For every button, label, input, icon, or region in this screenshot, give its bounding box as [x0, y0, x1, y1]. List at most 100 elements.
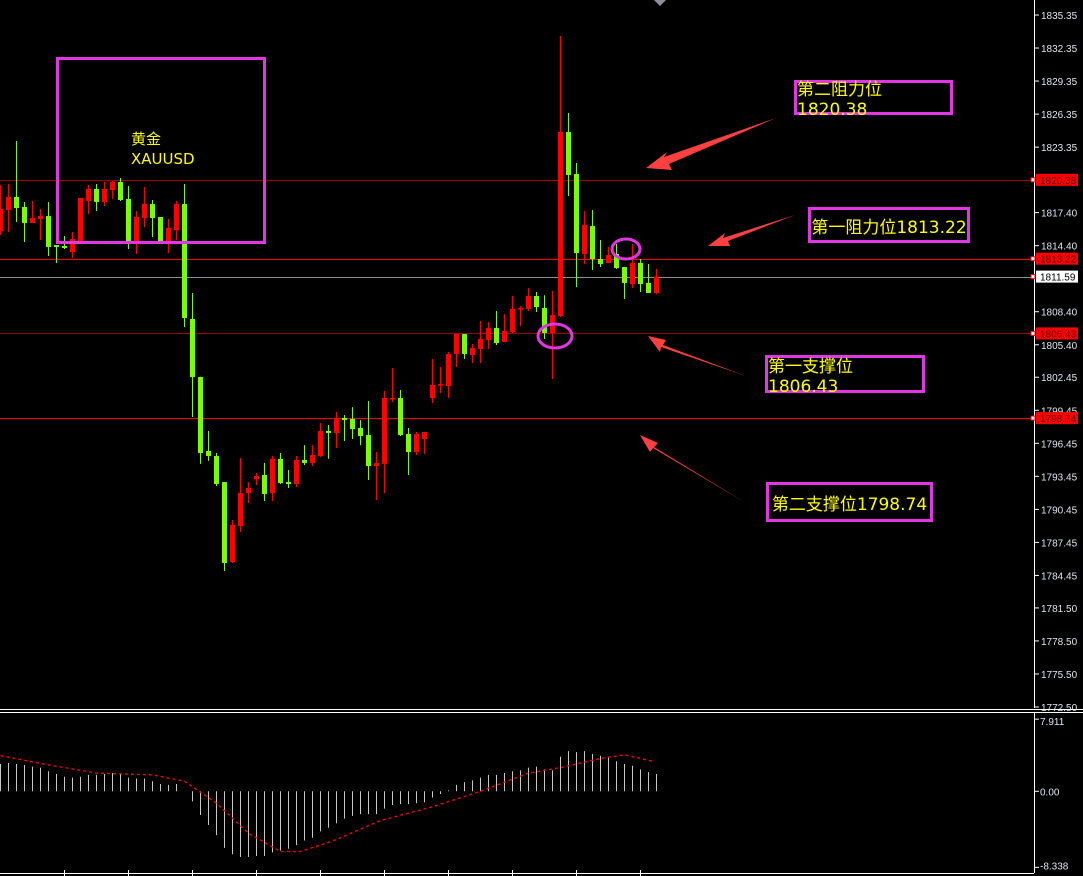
- candle-body: [654, 276, 659, 294]
- candle-body: [374, 462, 379, 466]
- candle-body: [46, 216, 51, 247]
- candle-body: [62, 245, 67, 248]
- candle: [598, 240, 603, 268]
- y-tick-label: 1781.50: [1041, 604, 1078, 615]
- macd-tick-label: -8.338: [1040, 861, 1069, 872]
- y-tick-label: 1826.35: [1041, 110, 1078, 121]
- candle-body: [478, 339, 483, 349]
- candle-body: [358, 427, 363, 437]
- candle: [654, 269, 659, 295]
- candle-body: [150, 204, 155, 219]
- candle: [358, 420, 363, 446]
- candle: [174, 200, 179, 241]
- candle-body: [94, 188, 99, 202]
- candle-body: [446, 354, 451, 387]
- candle: [374, 452, 379, 501]
- candle-body: [14, 197, 19, 209]
- candle-body: [526, 295, 531, 309]
- price-badge-label: 1806.43: [1040, 329, 1077, 340]
- candle: [454, 333, 459, 368]
- candle: [78, 197, 83, 243]
- y-tick-label: 1814.40: [1041, 242, 1078, 253]
- level-price-badge: [1036, 252, 1078, 265]
- candle: [342, 415, 347, 441]
- y-tick-label: 1823.35: [1041, 143, 1078, 154]
- candle: [350, 407, 355, 440]
- candle-body: [382, 398, 387, 464]
- candle-body: [366, 435, 371, 466]
- price-badge-marker: [1030, 256, 1036, 262]
- candle: [230, 520, 235, 563]
- candle-body: [518, 307, 523, 310]
- candle-body: [294, 459, 299, 485]
- symbol-box: [56, 57, 266, 244]
- y-tick-label: 1790.45: [1041, 505, 1078, 516]
- price-badge-label: 1811.59: [1040, 273, 1076, 284]
- arrow-support-2: [640, 435, 746, 503]
- candle-body: [310, 454, 315, 463]
- candle-body: [262, 475, 267, 495]
- candle-body: [614, 254, 619, 269]
- candle: [606, 246, 611, 263]
- candle: [46, 201, 51, 257]
- candle-body: [502, 330, 507, 343]
- candle-body: [470, 347, 475, 355]
- price-badge-label: 1820.38: [1040, 176, 1077, 187]
- candle-body: [534, 295, 539, 307]
- candle-body: [494, 328, 499, 343]
- candle: [406, 427, 411, 476]
- candle-body: [198, 377, 203, 453]
- y-tick-label: 1784.45: [1041, 571, 1078, 582]
- candle: [270, 455, 275, 501]
- y-tick-label: 1805.40: [1041, 341, 1078, 352]
- candle-body: [454, 333, 459, 355]
- candle-body: [30, 218, 35, 223]
- level-price-badge: [1036, 173, 1078, 186]
- candle: [190, 293, 195, 417]
- candle-body: [302, 459, 307, 463]
- candle: [638, 258, 643, 293]
- candle-body: [230, 524, 235, 562]
- candle: [390, 367, 395, 403]
- candle: [254, 472, 259, 486]
- candle-body: [462, 333, 467, 355]
- candle-body: [110, 182, 115, 190]
- candle: [86, 184, 91, 214]
- candle: [558, 36, 563, 318]
- candle-body: [86, 188, 91, 201]
- candle-body: [334, 418, 339, 433]
- level-price-badge: [1036, 412, 1078, 425]
- candle-body: [638, 262, 643, 284]
- candle-body: [214, 455, 219, 485]
- candle: [94, 184, 99, 211]
- candle-body: [646, 282, 651, 294]
- macd-signal-line: [0, 754, 653, 853]
- candle: [366, 401, 371, 480]
- candle-body: [6, 197, 11, 210]
- label-support-2: 第二支撑位1798.74: [766, 482, 933, 522]
- candle-body: [118, 182, 123, 200]
- candle: [70, 232, 75, 258]
- candle-body: [278, 458, 283, 484]
- candle: [30, 200, 35, 223]
- candle-body: [38, 216, 43, 220]
- candle-body: [126, 198, 131, 243]
- price-badge-label: 1813.22: [1040, 255, 1077, 266]
- candle: [550, 291, 555, 380]
- y-tick-label: 1796.45: [1041, 439, 1078, 450]
- candle: [262, 462, 267, 501]
- candle-body: [190, 318, 195, 378]
- candle-body: [510, 308, 515, 332]
- candle: [14, 140, 19, 222]
- candle-body: [558, 132, 563, 317]
- chart-shift-marker-icon[interactable]: [654, 0, 666, 6]
- candle-body: [182, 204, 187, 319]
- candle-body: [582, 225, 587, 255]
- y-tick-label: 1799.45: [1041, 406, 1078, 417]
- y-tick-label: 1778.50: [1041, 637, 1078, 648]
- y-tick-label: 1817.40: [1041, 209, 1078, 220]
- candle: [646, 264, 651, 294]
- y-tick-label: 1772.50: [1041, 703, 1078, 714]
- candle: [310, 445, 315, 466]
